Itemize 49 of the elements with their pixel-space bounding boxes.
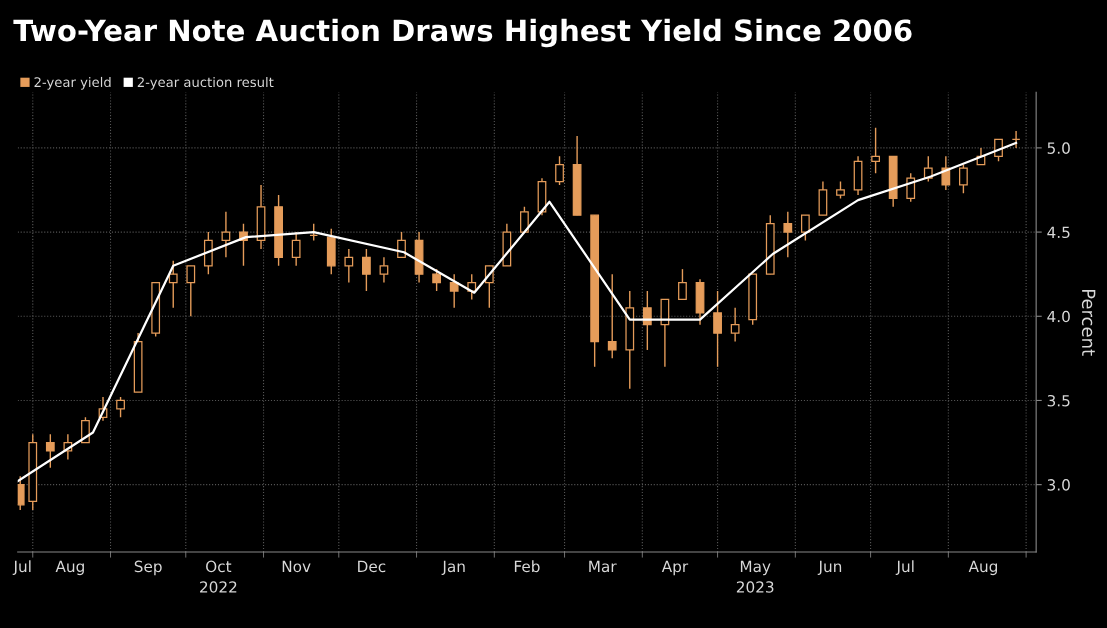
candlestick xyxy=(168,260,178,309)
x-tick-label: Jun xyxy=(817,560,842,576)
y-axis-title: Percent xyxy=(1081,289,1096,356)
x-tick-label: Jul xyxy=(895,560,914,576)
x-tick-label: Dec xyxy=(358,560,386,573)
candlestick xyxy=(555,155,564,186)
candlestick xyxy=(678,268,687,301)
candlestick xyxy=(362,248,371,292)
x-tick-label: Jul xyxy=(12,560,31,576)
candlestick xyxy=(906,172,916,203)
x-tick-label: Oct 2022 xyxy=(200,560,237,593)
candlestick xyxy=(221,211,231,259)
candlestick xyxy=(642,290,652,351)
y-tick-label: 3.0 xyxy=(1047,479,1070,491)
candlestick xyxy=(713,290,722,368)
y-tick-label: 3.5 xyxy=(1047,394,1070,407)
candlestick xyxy=(520,206,529,233)
candlestick xyxy=(291,231,301,267)
x-tick-label: Jan xyxy=(441,560,465,576)
candlestick xyxy=(607,273,617,360)
legend-label: 2-year auction result xyxy=(137,76,274,90)
x-tick-label: Mar xyxy=(589,560,617,573)
candlestick xyxy=(45,433,55,469)
y-tick-label: 5.0 xyxy=(1047,142,1070,154)
candlestick xyxy=(186,265,196,317)
candlestick xyxy=(344,248,354,284)
line-series xyxy=(17,141,1018,483)
x-tick-label: May 2023 xyxy=(736,560,774,593)
x-tick-label: Feb xyxy=(514,560,540,573)
candlestick xyxy=(379,256,389,284)
candlestick xyxy=(871,126,880,174)
x-tick-label: Aug xyxy=(55,560,84,576)
y-tick-label: 4.0 xyxy=(1047,310,1070,323)
candlestick xyxy=(783,211,793,259)
x-tick-label: Nov xyxy=(282,560,311,573)
candlestick xyxy=(17,475,25,511)
x-tick-label: Aug xyxy=(968,560,997,576)
x-tick-label: Sep xyxy=(134,560,162,576)
candlestick xyxy=(730,307,740,343)
x-tick-label: Apr xyxy=(661,560,689,576)
y-tick-label: 4.5 xyxy=(1047,226,1070,239)
candlestick xyxy=(116,396,125,418)
candlestick xyxy=(81,416,90,444)
legend-label: 2-year yield xyxy=(34,76,111,90)
candlestick xyxy=(800,214,810,242)
candlestick xyxy=(432,268,442,292)
candlestick xyxy=(449,273,459,309)
candlestick xyxy=(959,164,968,195)
chart-title: Two-Year Note Auction Draws Highest Yield Since 2006 xyxy=(13,18,912,48)
